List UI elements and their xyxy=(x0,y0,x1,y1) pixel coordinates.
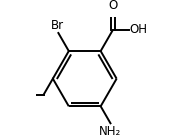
Text: OH: OH xyxy=(130,23,147,36)
Text: Br: Br xyxy=(51,19,64,32)
Text: NH₂: NH₂ xyxy=(99,125,122,138)
Text: O: O xyxy=(108,0,118,12)
